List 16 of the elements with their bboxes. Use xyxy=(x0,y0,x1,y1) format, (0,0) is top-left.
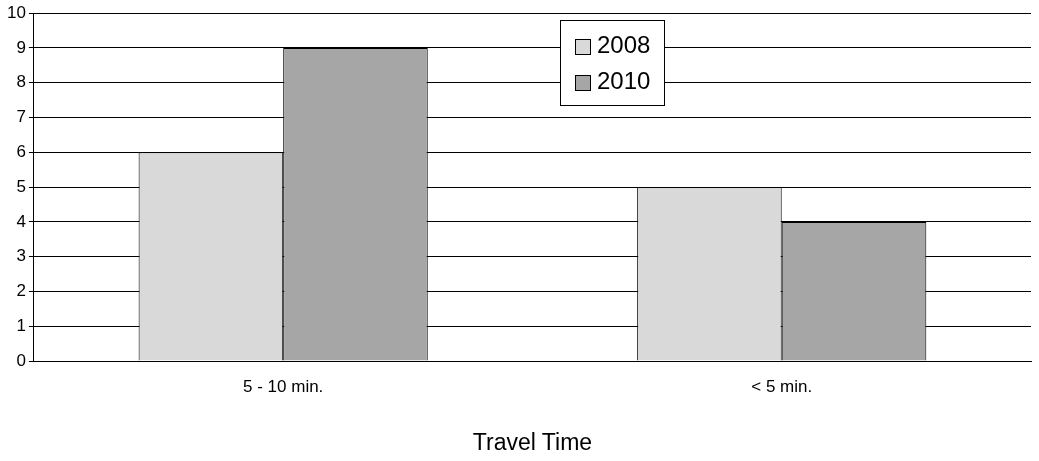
y-tick-label: 4 xyxy=(16,211,26,231)
y-tick-label: 9 xyxy=(16,37,26,57)
y-tick-label: 2 xyxy=(16,281,26,301)
x-axis-title: Travel Time xyxy=(472,428,593,455)
y-tick-label: 0 xyxy=(16,350,26,370)
legend-label: 2008 xyxy=(596,30,651,60)
y-tick-label: 10 xyxy=(6,2,26,22)
y-tick-label: 7 xyxy=(16,107,26,127)
y-tick-label: 8 xyxy=(16,72,26,92)
y-tick-label: 5 xyxy=(16,176,26,196)
x-tick-label: 5 - 10 min. xyxy=(243,376,324,396)
legend-label: 2010 xyxy=(596,66,651,96)
y-tick-label: 3 xyxy=(16,246,26,266)
x-tick-label: < 5 min. xyxy=(751,376,813,396)
y-tick-label: 6 xyxy=(16,142,26,162)
y-tick-label: 1 xyxy=(16,315,26,335)
